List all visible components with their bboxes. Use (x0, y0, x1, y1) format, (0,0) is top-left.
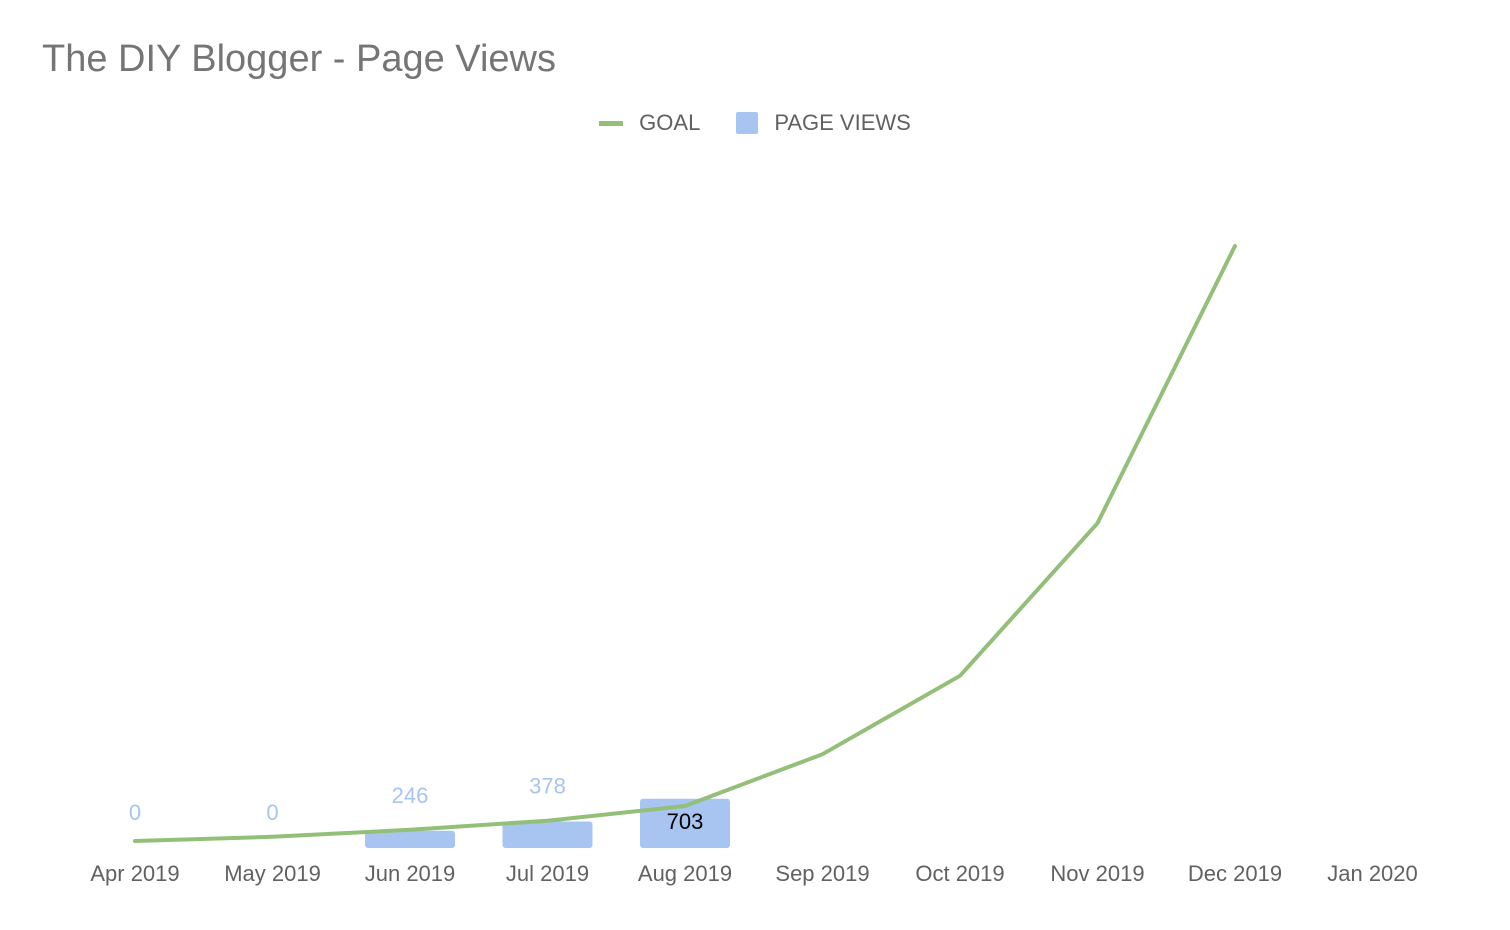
data-label-page-views: 0 (266, 800, 278, 825)
x-tick-label: Jan 2020 (1327, 861, 1418, 886)
x-tick-label: Sep 2019 (775, 861, 869, 886)
legend-label-goal: GOAL (639, 110, 701, 135)
series-line-goal (133, 244, 1237, 843)
x-tick-label: Jun 2019 (365, 861, 456, 886)
legend-item-page-views[interactable]: PAGE VIEWS (736, 110, 911, 136)
data-label-page-views: 378 (529, 774, 566, 799)
legend-item-goal[interactable]: GOAL (599, 110, 700, 136)
data-label-page-views: 0 (129, 800, 141, 825)
x-tick-label: Oct 2019 (915, 861, 1004, 886)
x-tick-label: May 2019 (224, 861, 321, 886)
x-tick-label: Dec 2019 (1188, 861, 1282, 886)
legend-label-page-views: PAGE VIEWS (774, 110, 911, 135)
data-label-page-views: 246 (392, 783, 429, 808)
legend: GOAL PAGE VIEWS (0, 110, 1510, 136)
x-tick-label: Jul 2019 (506, 861, 589, 886)
bar-page-views (502, 821, 593, 848)
data-label-page-views: 703 (667, 809, 704, 834)
x-tick-label: Nov 2019 (1050, 861, 1144, 886)
bar-page-views (365, 830, 455, 848)
legend-swatch-goal (599, 120, 624, 126)
legend-swatch-page-views (736, 112, 759, 134)
chart-title: The DIY Blogger - Page Views (42, 38, 556, 80)
x-tick-label: Aug 2019 (638, 861, 732, 886)
bar-page-views (640, 798, 730, 848)
x-tick-label: Apr 2019 (90, 861, 179, 886)
